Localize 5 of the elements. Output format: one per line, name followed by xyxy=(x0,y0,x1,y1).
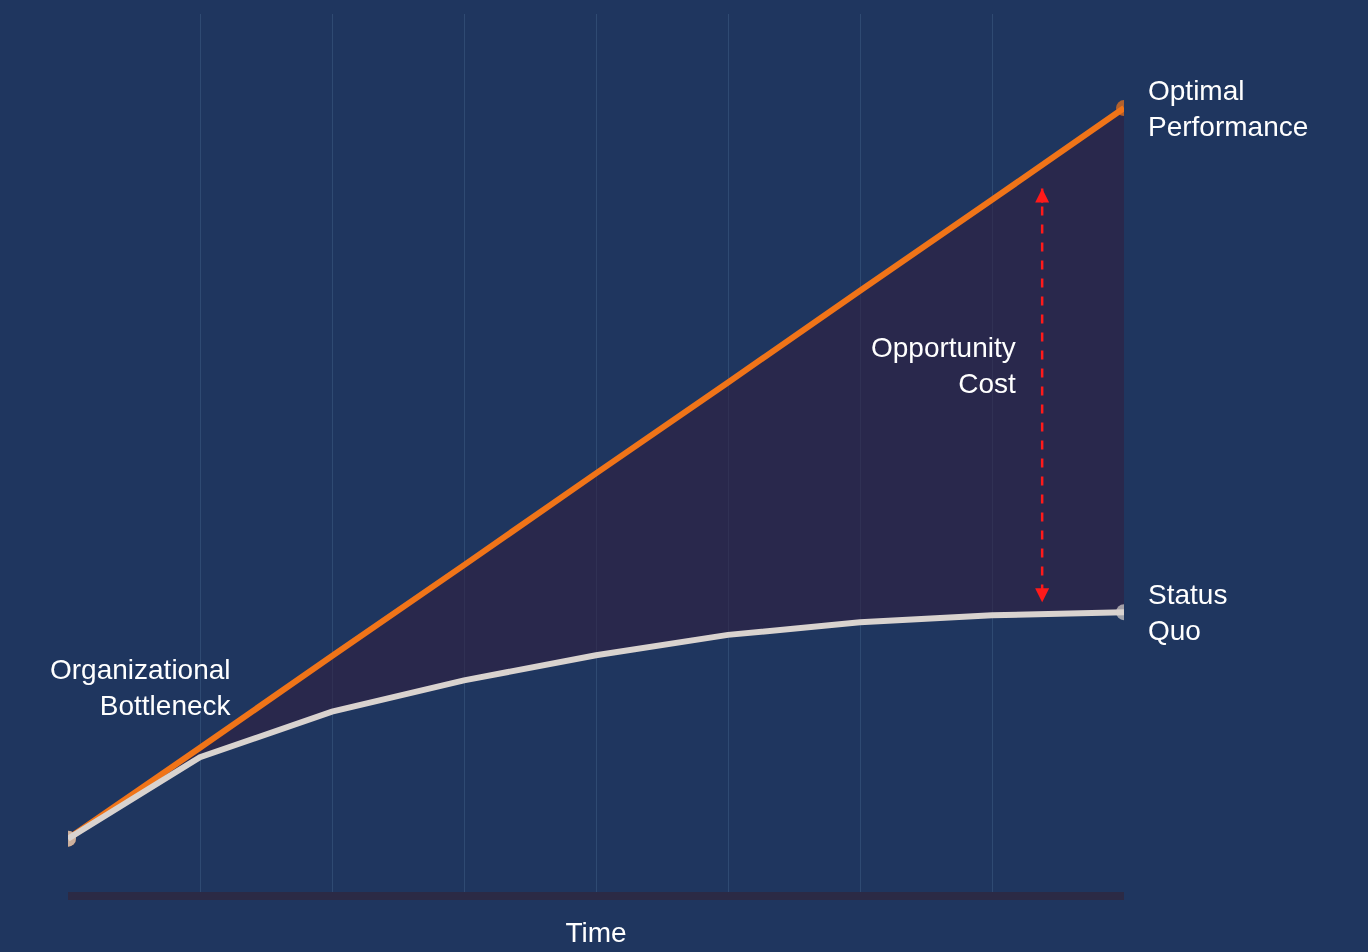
series-label: Optimal Performance xyxy=(1148,75,1309,143)
annotation: Opportunity Cost xyxy=(871,332,1016,400)
series-label: Status Quo xyxy=(1148,579,1228,647)
x-axis-title: Time xyxy=(565,917,627,948)
annotation: Organizational Bottleneck xyxy=(50,654,232,722)
